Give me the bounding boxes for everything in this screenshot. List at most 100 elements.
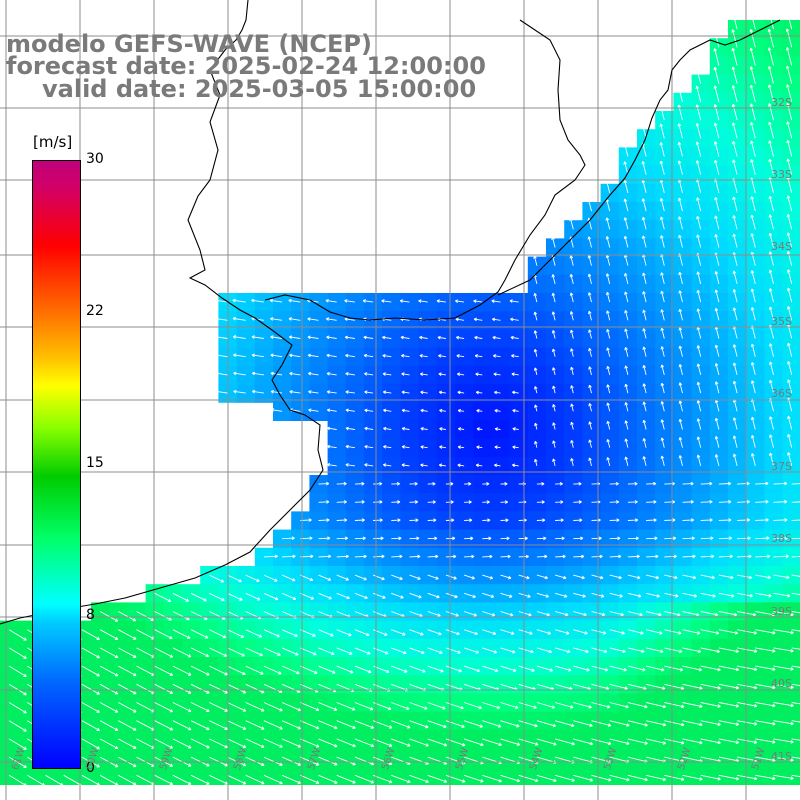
wind-arrow — [500, 611, 514, 617]
wind-arrow — [251, 335, 264, 339]
wind-speed-cell — [673, 165, 693, 185]
wind-speed-cell — [400, 420, 420, 440]
wind-speed-cell — [728, 183, 747, 203]
wind-arrow — [642, 291, 647, 303]
wind-arrow — [588, 439, 592, 448]
wind-arrow — [500, 518, 509, 523]
wind-arrow — [457, 408, 465, 413]
wind-arrow — [569, 292, 574, 303]
wind-arrow — [749, 10, 756, 30]
wind-arrow — [660, 382, 665, 394]
wind-arrow — [696, 400, 702, 412]
wind-speed-cell — [618, 238, 638, 258]
wind-speed-cell — [564, 347, 583, 367]
wind-speed-cell — [728, 420, 747, 440]
wind-arrow — [427, 647, 443, 654]
wind-speed-cell — [691, 347, 711, 367]
wind-arrow — [773, 702, 794, 708]
wind-speed-cell — [746, 420, 765, 440]
wind-arrow — [642, 272, 647, 285]
wind-arrow — [718, 738, 740, 745]
wind-arrow — [209, 574, 224, 583]
wind-arrow — [713, 122, 720, 139]
wind-arrow — [554, 611, 569, 617]
wind-arrow — [678, 327, 683, 339]
wind-arrow — [534, 458, 538, 467]
wind-arrow — [518, 720, 538, 728]
wind-speed-cell — [364, 311, 383, 330]
wind-arrow — [714, 417, 720, 430]
wind-arrow — [308, 408, 319, 412]
wind-speed-cell — [782, 475, 800, 494]
wind-arrow — [750, 251, 756, 266]
wind-arrow — [767, 84, 774, 103]
wind-arrow — [427, 738, 448, 747]
wind-arrow — [27, 774, 46, 787]
wind-speed-cell — [709, 438, 729, 458]
wind-arrow — [786, 84, 793, 103]
wind-arrow — [326, 390, 337, 394]
wind-speed-cell — [691, 420, 711, 440]
latitude-label: 33S — [771, 168, 792, 181]
wind-arrow — [624, 402, 629, 412]
wind-speed-cell — [637, 129, 656, 148]
wind-arrow — [785, 47, 793, 66]
wind-arrow — [554, 738, 575, 746]
wind-arrow — [401, 354, 410, 358]
wind-speed-cell — [709, 111, 729, 130]
wind-speed-cell — [291, 347, 310, 367]
wind-speed-cell — [782, 384, 800, 403]
wind-speed-cell — [764, 438, 784, 458]
wind-arrow — [714, 344, 720, 357]
wind-arrow — [491, 317, 501, 322]
wind-speed-cell — [709, 456, 729, 476]
wind-arrow — [209, 647, 227, 657]
colorbar — [32, 160, 81, 769]
wind-arrow — [518, 774, 539, 783]
wind-arrow — [118, 720, 137, 731]
wind-arrow — [289, 353, 301, 358]
wind-arrow — [605, 291, 611, 303]
wind-speed-cell — [782, 256, 800, 276]
wind-speed-cell — [637, 183, 656, 203]
wind-arrow — [737, 592, 753, 598]
wind-arrow — [438, 463, 446, 468]
wind-speed-cell — [691, 183, 711, 203]
wind-speed-cell — [418, 365, 438, 385]
wind-speed-cell — [728, 456, 747, 476]
wind-speed-cell — [455, 456, 474, 476]
wind-speed-cell — [782, 129, 800, 148]
wind-arrow — [642, 328, 647, 339]
wind-arrow — [791, 683, 800, 687]
wind-arrow — [696, 454, 702, 467]
wind-arrow — [750, 416, 756, 430]
wind-arrow — [769, 416, 774, 430]
wind-arrow — [456, 354, 465, 358]
wind-speed-cell — [728, 56, 747, 76]
wind-arrow — [227, 774, 247, 785]
wind-arrow — [232, 335, 246, 339]
wind-arrow — [345, 444, 355, 449]
wind-arrow — [627, 738, 648, 745]
wind-speed-cell — [491, 456, 511, 476]
wind-arrow — [606, 328, 611, 339]
wind-speed-cell — [673, 329, 693, 349]
wind-arrow — [750, 307, 756, 321]
wind-arrow — [81, 702, 100, 713]
wind-speed-cell — [691, 293, 711, 312]
wind-arrow — [533, 311, 538, 321]
wind-arrow — [354, 738, 375, 748]
wind-arrow — [677, 197, 683, 212]
wind-arrow — [627, 629, 644, 635]
wind-arrow — [573, 629, 588, 635]
wind-arrow — [463, 720, 484, 728]
wind-arrow — [605, 217, 611, 230]
wind-arrow — [190, 629, 209, 639]
forecast-date: forecast date: 2025-02-24 12:00:00 — [6, 52, 486, 80]
wind-arrow — [233, 371, 246, 376]
wind-arrow — [270, 389, 283, 394]
wind-arrow — [533, 330, 538, 339]
wind-arrow — [227, 738, 247, 749]
wind-arrow — [551, 292, 556, 303]
wind-speed-cell — [782, 729, 800, 749]
